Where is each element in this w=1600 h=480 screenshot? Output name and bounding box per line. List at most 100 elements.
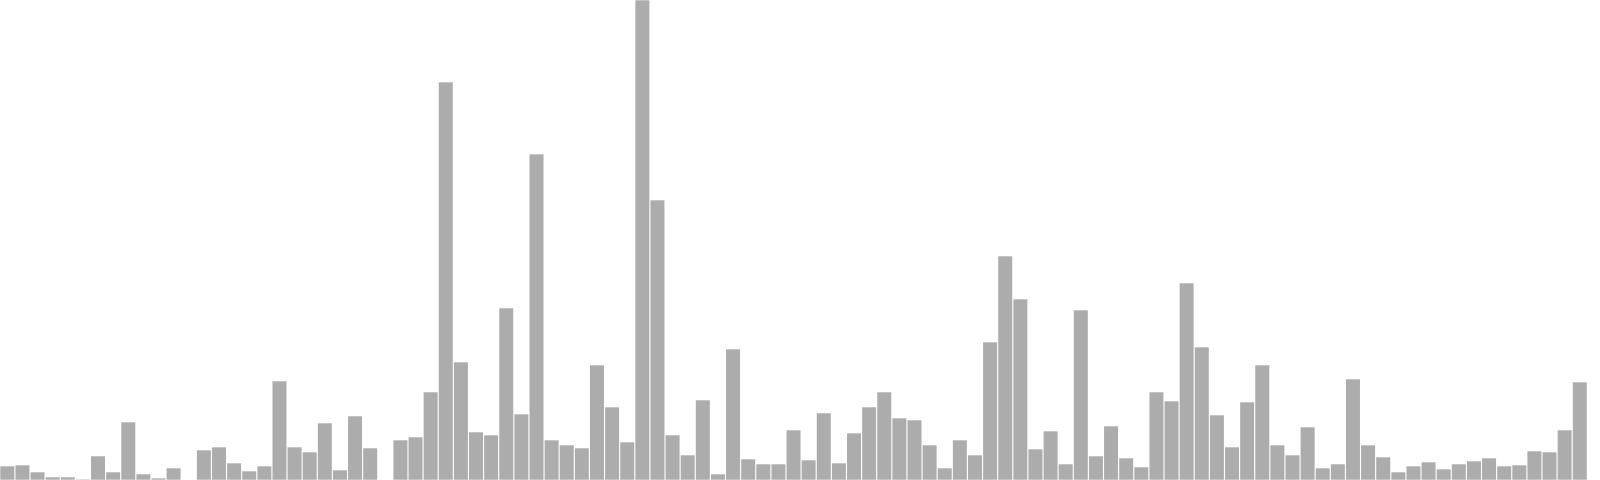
bar xyxy=(1073,309,1089,480)
bar xyxy=(1541,451,1558,480)
bar xyxy=(1300,426,1316,480)
bar xyxy=(1148,391,1165,480)
bar xyxy=(1481,457,1497,480)
bar xyxy=(226,462,242,480)
bar xyxy=(604,406,620,480)
bar xyxy=(861,406,877,480)
bar xyxy=(740,458,756,480)
bar xyxy=(589,364,605,480)
bar xyxy=(1315,467,1331,480)
bar xyxy=(710,473,726,480)
bar xyxy=(755,463,771,480)
bar xyxy=(1027,448,1044,480)
bar xyxy=(468,431,484,480)
bar xyxy=(1330,463,1346,480)
bar xyxy=(1042,430,1059,480)
bar xyxy=(1436,468,1452,480)
bar xyxy=(1058,463,1074,480)
bar xyxy=(150,477,167,480)
bar xyxy=(1451,463,1467,480)
bar xyxy=(997,255,1013,480)
bar xyxy=(105,471,121,480)
bar xyxy=(1390,471,1406,480)
bar xyxy=(453,361,469,480)
bar xyxy=(211,446,227,480)
bar xyxy=(1088,455,1104,480)
bar xyxy=(1557,429,1573,480)
bar xyxy=(559,444,575,480)
bar xyxy=(1345,378,1361,480)
bar xyxy=(528,153,545,480)
bar xyxy=(196,449,212,480)
bar xyxy=(1194,346,1210,480)
bar xyxy=(680,454,696,480)
bar xyxy=(1133,466,1149,480)
bar xyxy=(256,465,272,480)
bar xyxy=(619,441,635,480)
bar xyxy=(801,459,817,480)
bar xyxy=(29,471,46,480)
bar xyxy=(1572,381,1588,480)
bar xyxy=(1209,414,1225,480)
bar xyxy=(876,391,892,480)
bar xyxy=(725,348,741,480)
bar xyxy=(544,439,560,480)
bar xyxy=(785,429,802,480)
bar xyxy=(982,341,998,480)
bar xyxy=(317,422,333,480)
bar xyxy=(120,421,136,480)
bar xyxy=(1360,444,1376,480)
bar xyxy=(831,462,847,480)
bar xyxy=(286,446,303,480)
bar xyxy=(302,451,318,480)
bar xyxy=(407,436,424,480)
bar xyxy=(906,419,923,480)
bar xyxy=(438,81,454,480)
bar xyxy=(922,444,938,480)
bar xyxy=(952,439,968,480)
bar xyxy=(271,380,288,480)
bar xyxy=(1239,401,1255,480)
bar xyxy=(1224,446,1240,480)
bar xyxy=(664,434,681,480)
bar xyxy=(1420,461,1437,480)
bar xyxy=(1179,282,1195,480)
bar xyxy=(1254,364,1270,480)
bar xyxy=(241,470,257,480)
bar xyxy=(1375,456,1391,480)
bar xyxy=(423,391,439,480)
bar xyxy=(1511,464,1527,480)
bar xyxy=(1284,454,1301,480)
bar xyxy=(45,476,61,480)
bar xyxy=(1466,460,1482,480)
bar xyxy=(513,413,529,480)
bar xyxy=(347,415,363,480)
bar xyxy=(1526,450,1543,480)
bar xyxy=(1118,457,1134,480)
bar xyxy=(362,447,378,480)
bar xyxy=(967,454,983,480)
bar xyxy=(166,467,182,480)
bar xyxy=(1103,425,1119,480)
bar xyxy=(816,412,832,480)
bar xyxy=(634,0,650,480)
bar xyxy=(695,399,711,480)
bar xyxy=(846,432,862,480)
bar xyxy=(60,476,76,480)
bar xyxy=(0,465,15,480)
bar xyxy=(498,307,514,480)
bar xyxy=(770,463,787,480)
bar xyxy=(1496,465,1512,480)
bar xyxy=(649,199,666,480)
bar xyxy=(135,473,151,480)
bar xyxy=(937,467,953,480)
bar xyxy=(1405,465,1422,480)
bar xyxy=(392,439,409,480)
bar xyxy=(1163,400,1180,480)
bar xyxy=(332,469,348,480)
bar xyxy=(483,434,499,480)
bar xyxy=(14,464,31,480)
bar xyxy=(1012,298,1028,480)
